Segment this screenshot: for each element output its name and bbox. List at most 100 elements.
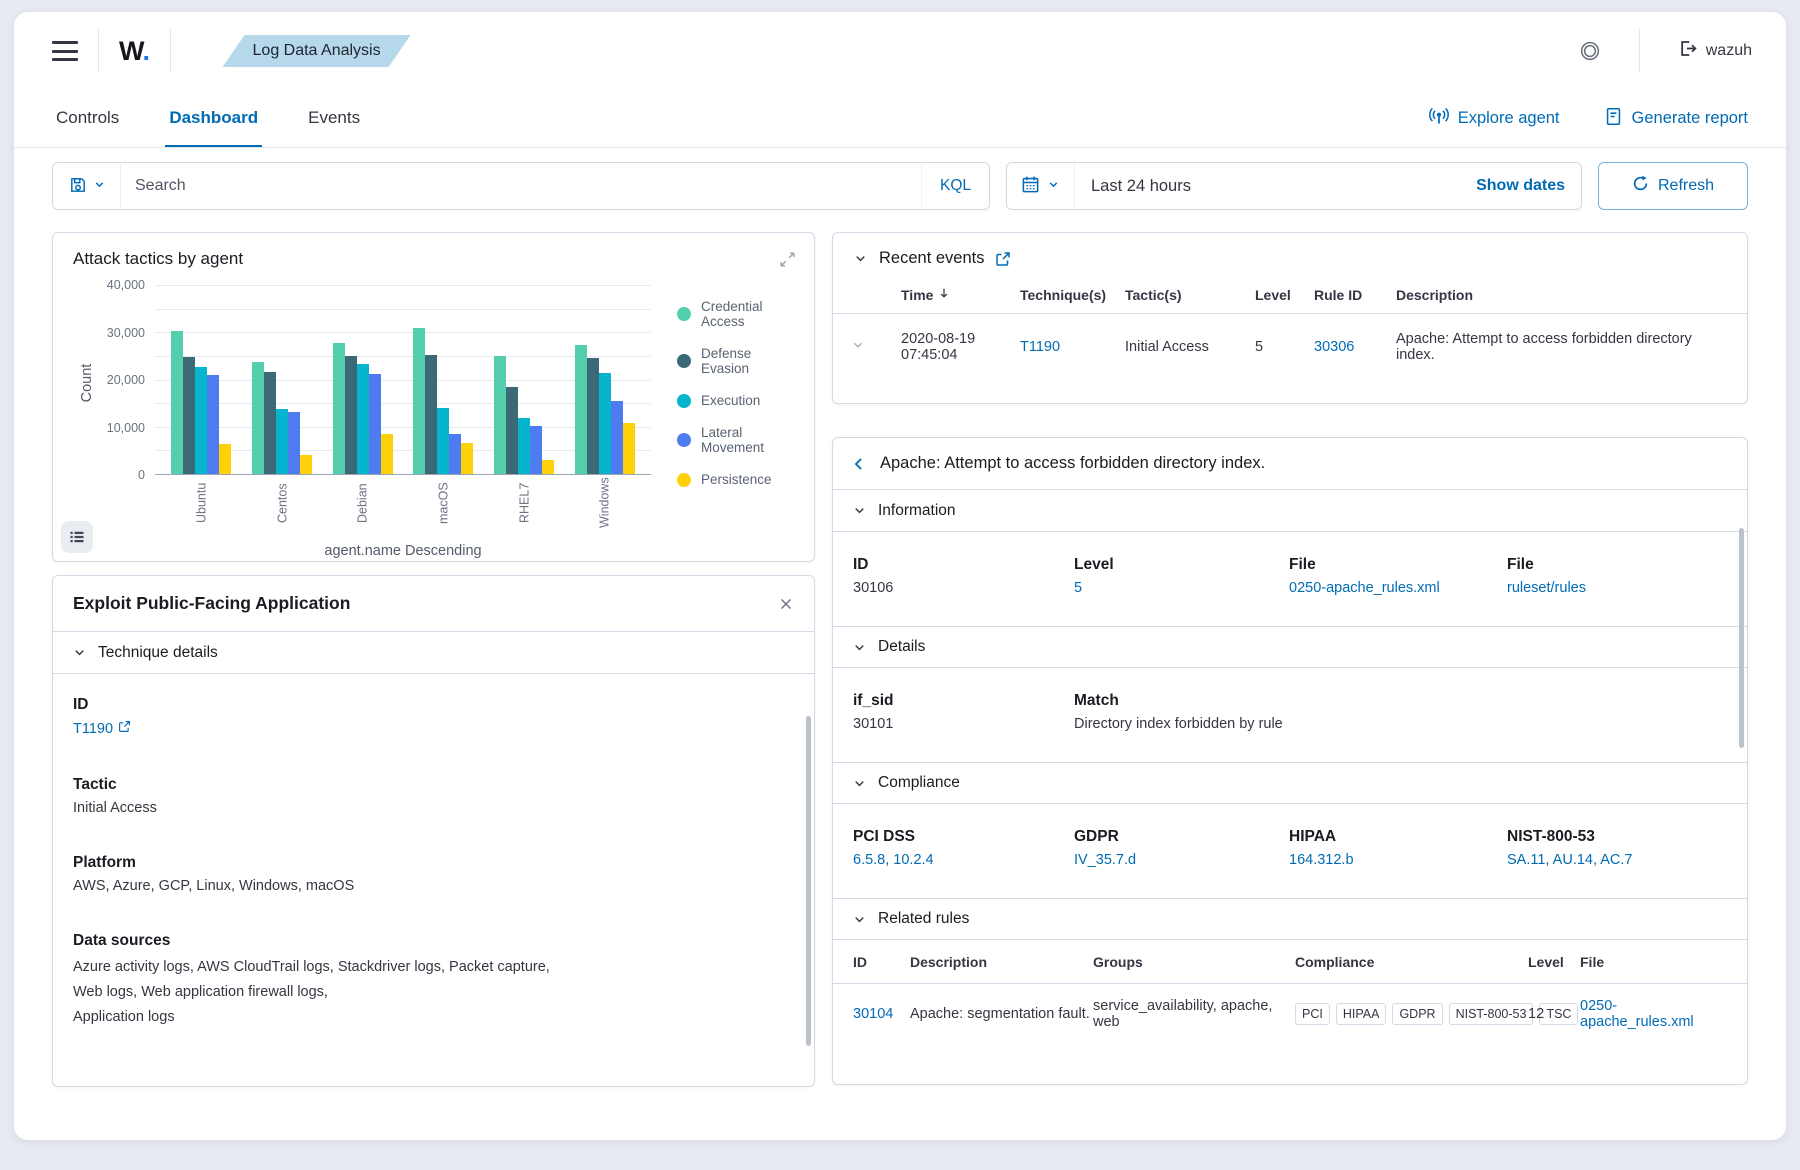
info-path-link[interactable]: ruleset/rules [1507,580,1727,596]
tab-dashboard[interactable]: Dashboard [165,90,262,147]
show-dates-button[interactable]: Show dates [1460,177,1581,195]
chart-options-icon[interactable] [61,521,93,553]
open-in-new-icon[interactable] [995,251,1011,267]
bar-persistence[interactable] [542,460,554,474]
legend-item[interactable]: Execution [677,393,798,408]
bar-execution[interactable] [437,408,449,474]
related-rules-accordion[interactable]: Related rules [833,898,1747,940]
hipaa-link[interactable]: 164.312.b [1289,852,1507,868]
information-accordion[interactable]: Information [833,490,1747,532]
bar-credential-access[interactable] [252,362,264,474]
info-level-link[interactable]: 5 [1074,580,1289,596]
col-rule-id[interactable]: Rule ID [1314,287,1396,303]
bar-execution[interactable] [599,373,611,474]
status-circle-icon[interactable] [1579,40,1601,62]
bar-defense-evasion[interactable] [264,372,276,474]
col-tactic[interactable]: Tactic(s) [1125,287,1255,303]
detail-match-field: Match Directory index forbidden by rule [1074,692,1727,732]
id-label: ID [73,696,794,714]
platform-value: AWS, Azure, GCP, Linux, Windows, macOS [73,878,794,894]
info-file-field: File 0250-apache_rules.xml [1289,556,1507,596]
col-time[interactable]: Time [901,286,1020,303]
col-description[interactable]: Description [1396,287,1729,303]
expand-icon[interactable] [777,249,798,273]
row-expand-icon[interactable] [851,338,901,356]
chevron-down-icon[interactable] [853,251,868,266]
bar-defense-evasion[interactable] [425,355,437,474]
refresh-button[interactable]: Refresh [1598,162,1748,210]
gdpr-link[interactable]: IV_35.7.d [1074,852,1289,868]
related-rule-id-link[interactable]: 30104 [853,1006,910,1022]
scrollbar[interactable] [806,716,811,1046]
bar-credential-access[interactable] [494,356,506,474]
time-range-value[interactable]: Last 24 hours [1075,177,1460,196]
bar-persistence[interactable] [381,434,393,474]
nist-link[interactable]: SA.11, AU.14, AC.7 [1507,852,1727,868]
col-level[interactable]: Level [1255,287,1314,303]
bar-persistence[interactable] [300,455,312,474]
calendar-button[interactable] [1007,163,1075,209]
logout-button[interactable]: wazuh [1678,39,1752,63]
generate-report-button[interactable]: Generate report [1604,107,1748,131]
bar-defense-evasion[interactable] [587,358,599,474]
scrollbar[interactable] [1739,528,1744,748]
pci-link[interactable]: 6.5.8, 10.2.4 [853,852,1074,868]
bar-persistence[interactable] [461,443,473,474]
tab-events[interactable]: Events [304,90,364,147]
search-input[interactable] [120,163,921,209]
details-accordion[interactable]: Details [833,626,1747,668]
x-tick-label: macOS [403,475,484,539]
bar-defense-evasion[interactable] [183,357,195,474]
event-row[interactable]: 2020-08-19 07:45:04 T1190 Initial Access… [833,314,1747,380]
legend-item[interactable]: Credential Access [677,299,798,329]
close-icon[interactable] [778,596,794,612]
info-file-link[interactable]: 0250-apache_rules.xml [1289,580,1507,596]
bar-execution[interactable] [518,418,530,474]
menu-icon[interactable] [52,41,78,61]
bar-lateral-movement[interactable] [530,426,542,474]
search-row: KQL Last 24 hours Show dates Refresh [14,148,1786,210]
tab-controls[interactable]: Controls [52,90,123,147]
col-technique[interactable]: Technique(s) [1020,287,1125,303]
bar-credential-access[interactable] [413,328,425,474]
info-id-field: ID 30106 [853,556,1074,596]
bar-lateral-movement[interactable] [288,412,300,474]
bar-credential-access[interactable] [333,343,345,474]
event-technique-link[interactable]: T1190 [1020,339,1125,355]
saved-queries-button[interactable] [53,163,120,209]
bar-group-centos [242,285,323,474]
bar-execution[interactable] [195,367,207,474]
bar-persistence[interactable] [219,444,231,474]
legend-item[interactable]: Defense Evasion [677,346,798,376]
bar-execution[interactable] [357,364,369,474]
technique-details-accordion[interactable]: Technique details [53,632,814,674]
legend-item[interactable]: Persistence [677,472,798,487]
compliance-accordion[interactable]: Compliance [833,762,1747,804]
back-icon[interactable] [851,456,867,472]
divider [170,29,171,73]
bar-persistence[interactable] [623,423,635,474]
legend-dot [677,433,691,447]
related-rule-file-link[interactable]: 0250-apache_rules.xml [1580,998,1727,1030]
kql-button[interactable]: KQL [921,163,989,209]
explore-agent-button[interactable]: Explore agent [1429,106,1560,131]
bar-lateral-movement[interactable] [611,401,623,474]
technique-id-link[interactable]: T1190 [73,720,131,737]
bar-lateral-movement[interactable] [369,374,381,474]
event-rule-id-link[interactable]: 30306 [1314,339,1396,355]
wazuh-logo[interactable]: W. [119,36,150,67]
bar-execution[interactable] [276,409,288,474]
bar-defense-evasion[interactable] [506,387,518,474]
bar-defense-evasion[interactable] [345,356,357,474]
legend-item[interactable]: Lateral Movement [677,425,798,455]
y-tick-label: 40,000 [107,278,145,292]
bar-group-ubuntu [161,285,242,474]
bar-credential-access[interactable] [171,331,183,474]
bar-credential-access[interactable] [575,345,587,474]
bar-lateral-movement[interactable] [207,375,219,474]
x-tick-label: Windows [564,475,645,539]
related-rule-description: Apache: segmentation fault. [910,1006,1093,1022]
bar-lateral-movement[interactable] [449,434,461,474]
related-rule-row[interactable]: 30104 Apache: segmentation fault. servic… [833,984,1747,1044]
chevron-down-icon [852,776,867,791]
